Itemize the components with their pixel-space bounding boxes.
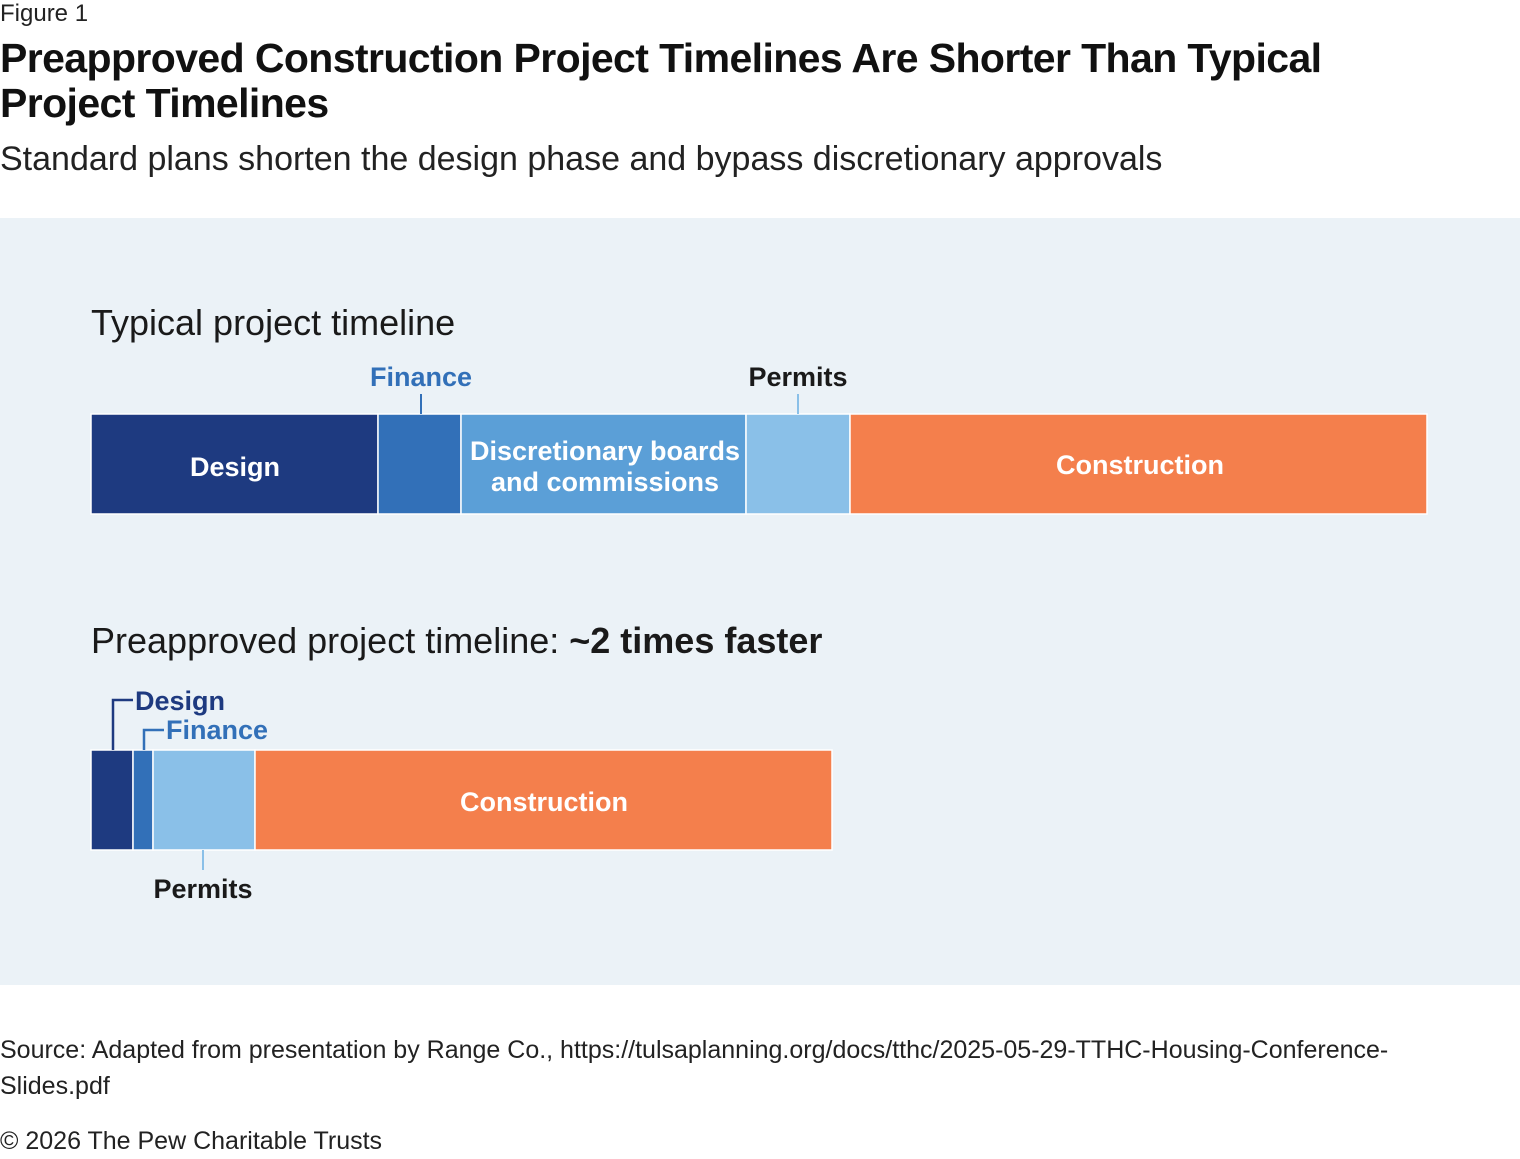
preapproved-speedup-text: ~2 times faster	[569, 620, 822, 661]
typical-finance-callout: Finance	[370, 362, 472, 392]
preapproved-design-segment	[90, 749, 134, 851]
preapproved-section-title: Preapproved project timeline: ~2 times f…	[91, 620, 822, 661]
typical-construction-label: Construction	[1056, 450, 1224, 480]
typical-section-title-text: Typical project timeline	[91, 302, 455, 343]
copyright-note: © 2026 The Pew Charitable Trusts	[0, 1127, 383, 1155]
typical-design-label: Design	[190, 452, 280, 482]
typical-section-title: Typical project timeline	[91, 302, 455, 343]
typical-discretionary-segment	[460, 413, 747, 515]
preapproved-section-title-text: Preapproved project timeline:	[91, 620, 569, 661]
typical-timeline-bar	[90, 413, 1428, 515]
preapproved-timeline-labels: Construction Design Finance Permits	[111, 686, 628, 904]
preapproved-design-callout: Design	[135, 686, 225, 716]
preapproved-finance-leader-line	[142, 728, 164, 750]
preapproved-finance-callout: Finance	[166, 715, 268, 745]
typical-design-segment	[90, 413, 379, 515]
typical-construction-segment	[849, 413, 1428, 515]
chart-subtitle: Standard plans shorten the design phase …	[0, 140, 1163, 178]
typical-timeline-labels: Design Discretionary boards and commissi…	[190, 362, 1224, 497]
typical-discretionary-label-line1: Discretionary boards	[470, 436, 740, 466]
source-note: Source: Adapted from presentation by Ran…	[0, 1036, 1389, 1100]
typical-permits-callout: Permits	[748, 362, 847, 392]
preapproved-permits-segment	[152, 749, 256, 851]
preapproved-timeline-bar	[90, 749, 833, 851]
preapproved-design-leader-line	[111, 698, 133, 750]
typical-finance-segment	[377, 413, 462, 515]
timeline-chart: Typical project timeline Design Discreti…	[90, 302, 1428, 904]
chart-panel: Typical project timeline Design Discreti…	[0, 218, 1520, 985]
preapproved-permits-callout: Permits	[153, 874, 252, 904]
typical-discretionary-label-line2: and commissions	[491, 467, 719, 497]
chart-title: Preapproved Construction Project Timelin…	[0, 35, 1322, 126]
preapproved-construction-label: Construction	[460, 787, 628, 817]
typical-permits-segment	[745, 413, 851, 515]
preapproved-construction-segment	[254, 749, 833, 851]
figure-label: Figure 1	[0, 0, 89, 27]
preapproved-finance-segment	[132, 749, 154, 851]
